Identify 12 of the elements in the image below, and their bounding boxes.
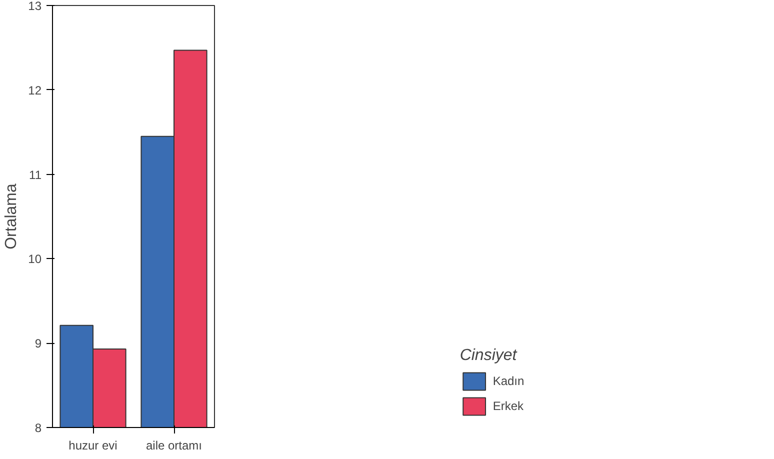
y-tick-label: 8: [34, 421, 42, 435]
y-tick-label: 10: [28, 252, 42, 266]
x-tick-label: huzur evi: [68, 438, 118, 452]
legend-label: Kadın: [492, 374, 524, 388]
y-axis-title: Ortalama: [3, 184, 20, 250]
x-tick-label: aile ortamı: [146, 438, 202, 452]
y-tick-label: 12: [28, 83, 42, 98]
y-tick-label: 13: [28, 0, 42, 13]
y-tick-label: 11: [29, 168, 42, 182]
legend-label: Erkek: [492, 399, 524, 413]
legend-title: Cinsiyet: [460, 347, 518, 365]
y-tick-label: 9: [34, 336, 42, 351]
